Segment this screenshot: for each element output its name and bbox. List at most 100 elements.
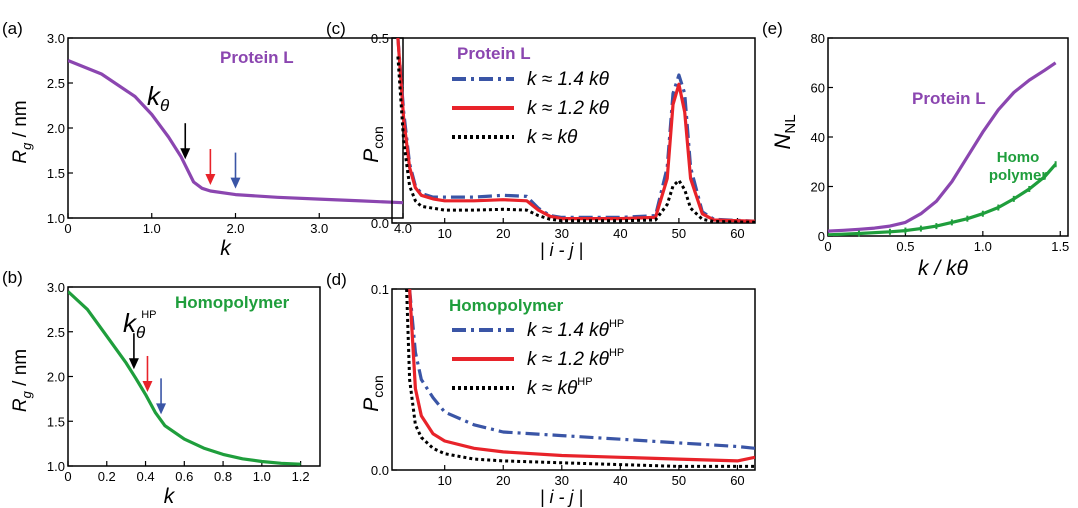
y-tick-label: 3.0 — [47, 280, 65, 295]
x-tick-label: 0.6 — [175, 469, 193, 484]
y-tick-label: 1.5 — [47, 166, 65, 181]
legend-label-2: k ≈ kθHP — [527, 376, 593, 399]
y-tick-label: 1.0 — [47, 459, 65, 474]
series-line-0 — [408, 289, 755, 450]
series-line-1 — [828, 163, 1057, 236]
legend-label-1: k ≈ 1.2 kθ — [527, 98, 610, 119]
x-tick-label: 60 — [730, 226, 744, 241]
series-line-1 — [396, 38, 755, 223]
x-axis-label: | i - j | — [540, 240, 583, 260]
x-tick-label: 60 — [730, 473, 744, 488]
y-tick-label: 2.0 — [47, 370, 65, 385]
x-tick-label: 20 — [496, 226, 510, 241]
x-axis-label: k — [164, 485, 176, 508]
series-line-2 — [396, 56, 755, 223]
k-theta-label: kθ — [147, 81, 170, 115]
x-tick-label: 30 — [555, 226, 569, 241]
x-tick-label: 0.2 — [98, 469, 116, 484]
panel-d: 10 20 30 40 50 60 0.0 0.1 (d) Pcon | i - j | Homopo… — [326, 270, 756, 507]
arrow-blue-head — [156, 403, 167, 415]
y-tick-label: 2.0 — [47, 121, 65, 136]
series-line-0 — [68, 59, 403, 205]
arrow-red-head — [205, 174, 216, 185]
panel-label: (d) — [326, 270, 347, 289]
y-tick-label: 80 — [811, 31, 825, 46]
y-axis-label: Rg / nm — [10, 100, 34, 163]
plot-frame — [391, 288, 756, 471]
y-axis-label: Pcon — [360, 126, 386, 163]
x-tick-label: 1.2 — [292, 469, 310, 484]
x-tick-label: 40 — [613, 226, 627, 241]
y-tick-label: 20 — [811, 180, 825, 195]
x-tick-label: 20 — [496, 473, 510, 488]
y-tick-label: 0.0 — [371, 216, 389, 231]
x-tick-label: 0.4 — [136, 469, 154, 484]
series-annotation: Protein L — [457, 44, 531, 63]
x-tick-label: 0 — [64, 469, 71, 484]
legend-label-1: k ≈ 1.2 kθHP — [527, 347, 624, 370]
x-tick-label: 10 — [437, 226, 451, 241]
y-axis-label: NNL — [770, 114, 799, 149]
x-tick-label: 0 — [64, 221, 71, 236]
x-tick-label: 0 — [824, 239, 831, 254]
panel-a: 0 1.0 2.0 3.0 4.01.01.52.02.53.0(a)Rg / nmkP… — [2, 19, 412, 260]
arrow-blue-head — [230, 177, 241, 189]
y-tick-label: 3.0 — [47, 31, 65, 46]
x-tick-label: 2.0 — [226, 221, 244, 236]
arrow-black-head — [128, 358, 139, 370]
series-annotation: Homopolymer — [175, 293, 290, 312]
plot-frame — [827, 37, 1069, 237]
homo-annotation-2: polymer — [989, 167, 1048, 184]
x-tick-label: 10 — [437, 473, 451, 488]
protein-annotation: Protein L — [912, 89, 986, 108]
panel-e: 0 0.5 1.0 1.5 0 20 40 60 80 (e) NNL k / kθ Protein L… — [762, 19, 1069, 280]
y-axis-label: Pcon — [360, 375, 386, 412]
k-theta-label: kθHP — [123, 308, 157, 342]
panel-label: (b) — [2, 268, 23, 287]
x-tick-label: 0.8 — [214, 469, 232, 484]
panel-c: 10 20 30 40 50 60 0.0 0.5 (c) Pcon | i - j | Protei… — [326, 19, 756, 260]
y-tick-label: 60 — [811, 81, 825, 96]
y-tick-label: 0.5 — [371, 31, 389, 46]
x-tick-label: 50 — [672, 473, 686, 488]
y-axis-label: Rg / nm — [10, 349, 34, 412]
y-tick-label: 2.5 — [47, 76, 65, 91]
x-tick-label: 50 — [672, 226, 686, 241]
plot-frame — [67, 286, 321, 467]
series-line-0 — [828, 61, 1057, 233]
y-tick-label: 0 — [818, 229, 825, 244]
x-tick-label: 40 — [613, 473, 627, 488]
homo-annotation-1: Homo — [997, 149, 1040, 166]
y-tick-label: 1.0 — [47, 211, 65, 226]
y-tick-label: 2.5 — [47, 325, 65, 340]
x-tick-label: 1.0 — [253, 469, 271, 484]
panel-label: (e) — [762, 19, 783, 38]
x-tick-label: 1.5 — [1051, 239, 1069, 254]
x-tick-label: 30 — [555, 473, 569, 488]
series-annotation: Protein L — [220, 48, 294, 67]
x-tick-label: 4.0 — [394, 221, 412, 236]
plot-frame — [391, 37, 756, 224]
series-annotation: Homopolymer — [449, 296, 564, 315]
panel-b: 0 0.2 0.4 0.6 0.8 1.0 1.2 1.0 1.5 2.0 2.5 3.0 (b) Rg … — [2, 268, 321, 508]
panel-label: (a) — [2, 19, 23, 38]
y-tick-label: 1.5 — [47, 414, 65, 429]
legend-label-2: k ≈ kθ — [527, 127, 578, 148]
x-tick-label: 1.0 — [974, 239, 992, 254]
x-tick-label: 0.5 — [896, 239, 914, 254]
x-tick-label: 3.0 — [310, 221, 328, 236]
y-tick-label: 0.0 — [371, 463, 389, 478]
x-axis-label: k / kθ — [918, 257, 969, 280]
series-line-1 — [408, 289, 755, 463]
x-axis-label: | i - j | — [540, 487, 583, 507]
panel-label: (c) — [326, 19, 346, 38]
arrow-red-head — [142, 380, 153, 392]
y-tick-label: 40 — [811, 130, 825, 145]
x-tick-label: 1.0 — [143, 221, 161, 236]
arrow-black-head — [180, 148, 191, 160]
x-axis-label: k — [220, 237, 232, 260]
legend-label-0: k ≈ 1.4 kθHP — [527, 318, 624, 341]
series-line-2 — [405, 289, 755, 468]
series-line-0 — [68, 290, 301, 466]
